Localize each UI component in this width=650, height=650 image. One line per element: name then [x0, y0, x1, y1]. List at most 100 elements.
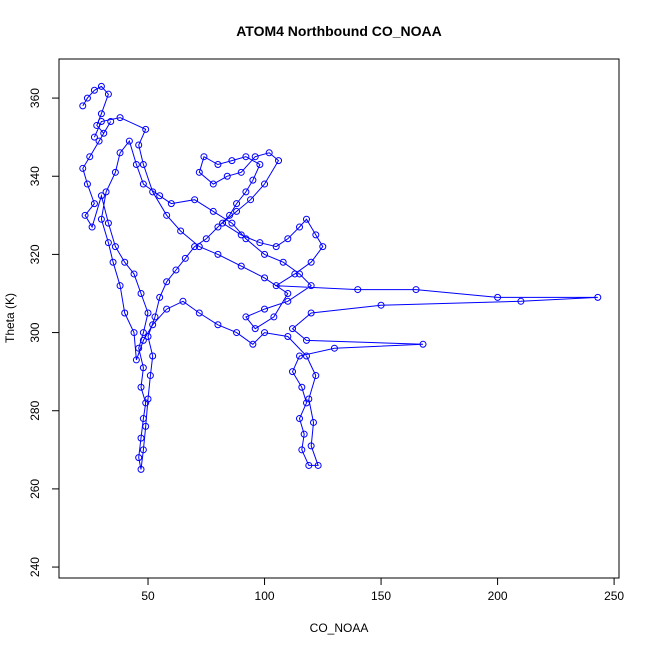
data-point: [191, 196, 199, 204]
data-point: [494, 293, 502, 301]
data-point: [95, 137, 103, 145]
data-point: [88, 223, 96, 231]
data-point: [135, 454, 143, 462]
data-point: [307, 282, 315, 290]
data-point: [104, 219, 112, 227]
data-point: [97, 192, 105, 200]
data-point: [419, 340, 427, 348]
data-point: [116, 114, 124, 122]
data-point: [149, 188, 157, 196]
data-point: [79, 102, 87, 110]
data-point: [242, 313, 250, 321]
data-point: [256, 161, 264, 169]
data-point: [179, 297, 187, 305]
data-point: [167, 200, 175, 208]
data-point: [312, 231, 320, 239]
data-point: [298, 383, 306, 391]
data-point: [284, 235, 292, 243]
data-point: [195, 309, 203, 317]
data-point: [93, 121, 101, 129]
y-tick-label: 260: [28, 479, 42, 499]
data-point: [137, 289, 145, 297]
x-tick-label: 250: [604, 589, 624, 603]
data-point: [202, 235, 210, 243]
data-point: [214, 321, 222, 329]
data-point: [302, 399, 310, 407]
data-point: [109, 258, 117, 266]
data-point: [354, 286, 362, 294]
y-tick-label: 300: [28, 322, 42, 342]
data-point: [305, 395, 313, 403]
data-line: [82, 85, 598, 470]
x-tick-label: 50: [141, 589, 155, 603]
data-point: [146, 372, 154, 380]
data-point: [284, 332, 292, 340]
data-point: [242, 188, 250, 196]
data-point: [330, 344, 338, 352]
data-point: [139, 336, 147, 344]
data-point: [307, 309, 315, 317]
data-point: [97, 215, 105, 223]
data-point: [272, 243, 280, 251]
data-point: [97, 118, 105, 126]
data-point: [272, 282, 280, 290]
data-point: [139, 161, 147, 169]
data-point: [247, 196, 255, 204]
data-point: [130, 329, 138, 337]
data-point: [139, 364, 147, 372]
data-point: [237, 168, 245, 176]
data-point: [195, 243, 203, 251]
data-point: [139, 446, 147, 454]
data-point: [237, 231, 245, 239]
data-point: [121, 258, 129, 266]
data-point: [295, 352, 303, 360]
y-tick-label: 340: [28, 166, 42, 186]
data-point: [81, 211, 89, 219]
data-point: [233, 207, 241, 215]
data-point: [191, 243, 199, 251]
data-point: [249, 340, 257, 348]
data-point: [135, 344, 143, 352]
data-point: [302, 352, 310, 360]
data-point: [163, 278, 171, 286]
y-tick-label: 360: [28, 88, 42, 108]
data-point: [90, 133, 98, 141]
data-point: [295, 415, 303, 423]
data-point: [226, 211, 234, 219]
data-point: [163, 305, 171, 313]
data-point: [195, 168, 203, 176]
data-point: [139, 180, 147, 188]
data-point: [139, 329, 147, 337]
data-point: [377, 301, 385, 309]
data-point: [209, 207, 217, 215]
data-point: [261, 250, 269, 258]
data-point: [314, 461, 322, 469]
data-point: [302, 336, 310, 344]
data-point: [412, 286, 420, 294]
data-point: [256, 239, 264, 247]
data-point: [279, 258, 287, 266]
data-point: [289, 368, 297, 376]
data-point: [90, 200, 98, 208]
data-point: [319, 243, 327, 251]
data-point: [177, 227, 185, 235]
x-axis-label: CO_NOAA: [310, 621, 369, 635]
data-point: [111, 243, 119, 251]
data-point: [298, 446, 306, 454]
data-point: [242, 153, 250, 161]
data-point: [181, 254, 189, 262]
data-point: [265, 149, 273, 157]
data-point: [125, 137, 133, 145]
data-point: [517, 297, 525, 305]
chart-title: ATOM4 Northbound CO_NOAA: [236, 23, 442, 39]
data-point: [130, 270, 138, 278]
data-point: [261, 329, 269, 337]
data-point: [137, 465, 145, 473]
data-point: [237, 262, 245, 270]
data-point: [104, 239, 112, 247]
data-point: [97, 110, 105, 118]
data-point: [132, 161, 140, 169]
data-point: [594, 293, 602, 301]
data-point: [137, 434, 145, 442]
